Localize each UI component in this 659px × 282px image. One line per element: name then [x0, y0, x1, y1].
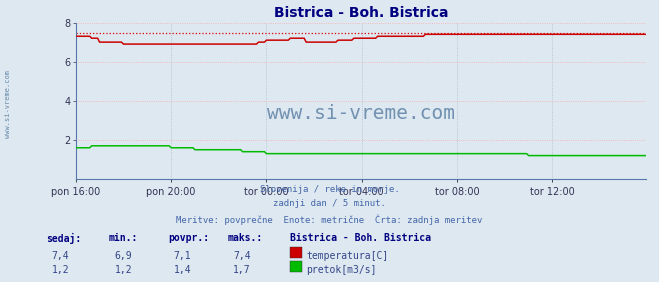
Text: temperatura[C]: temperatura[C]	[306, 251, 389, 261]
Text: 1,2: 1,2	[52, 265, 69, 275]
Text: 1,7: 1,7	[233, 265, 250, 275]
Text: sedaj:: sedaj:	[46, 233, 81, 244]
Text: 1,2: 1,2	[115, 265, 132, 275]
Text: pretok[m3/s]: pretok[m3/s]	[306, 265, 377, 275]
Text: Meritve: povprečne  Enote: metrične  Črta: zadnja meritev: Meritve: povprečne Enote: metrične Črta:…	[177, 214, 482, 224]
Text: www.si-vreme.com: www.si-vreme.com	[267, 104, 455, 123]
Text: min.:: min.:	[109, 233, 138, 243]
Text: Slovenija / reke in morje.: Slovenija / reke in morje.	[260, 185, 399, 194]
Text: zadnji dan / 5 minut.: zadnji dan / 5 minut.	[273, 199, 386, 208]
Text: maks.:: maks.:	[227, 233, 262, 243]
Text: povpr.:: povpr.:	[168, 233, 209, 243]
Text: 1,4: 1,4	[174, 265, 191, 275]
Text: 6,9: 6,9	[115, 251, 132, 261]
Text: www.si-vreme.com: www.si-vreme.com	[5, 70, 11, 138]
Text: Bistrica - Boh. Bistrica: Bistrica - Boh. Bistrica	[290, 233, 431, 243]
Text: 7,1: 7,1	[174, 251, 191, 261]
Text: 7,4: 7,4	[233, 251, 250, 261]
Title: Bistrica - Boh. Bistrica: Bistrica - Boh. Bistrica	[273, 6, 448, 20]
Text: 7,4: 7,4	[52, 251, 69, 261]
